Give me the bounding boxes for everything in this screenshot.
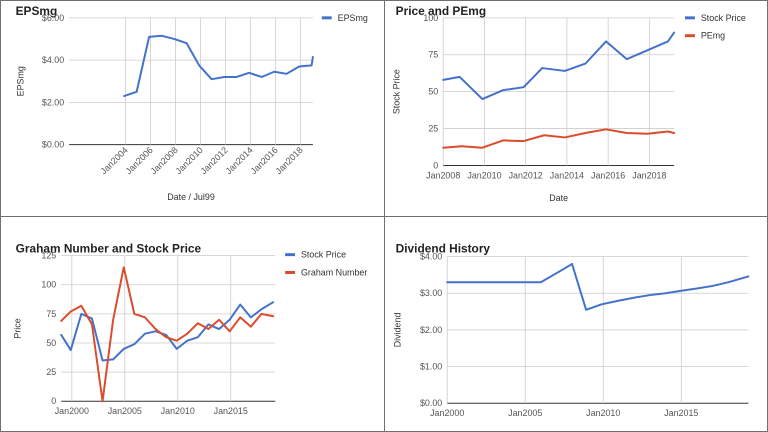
x-tick-label: Jan2000 bbox=[430, 408, 464, 418]
series-line-stock-price bbox=[60, 301, 275, 362]
x-tick-label: Jan2012 bbox=[509, 170, 543, 180]
chart-title: Graham Number and Stock Price bbox=[16, 242, 202, 256]
y-tick-label: 50 bbox=[428, 87, 438, 97]
y-tick-label: $4.00 bbox=[42, 55, 64, 65]
eps-chart-panel: EPSmg $0.00 $2.00 $4.00 $6.00 Jan2004 Jan2006 J… bbox=[0, 0, 386, 218]
x-tick-label: Jan2015 bbox=[664, 408, 698, 418]
y-tick-label: 75 bbox=[46, 309, 56, 319]
x-tick-label: Jan2016 bbox=[591, 170, 625, 180]
y-axis-label: EPSmg bbox=[16, 66, 26, 96]
x-tick-label: Jan2010 bbox=[586, 408, 620, 418]
legend-label: Stock Price bbox=[701, 13, 746, 23]
x-tick-label: Jan2010 bbox=[161, 406, 195, 416]
legend-label: Graham Number bbox=[301, 267, 367, 277]
x-tick-label: Jan2000 bbox=[55, 406, 89, 416]
series-line-stock-price bbox=[442, 31, 676, 101]
x-tick-label: Jan2010 bbox=[467, 170, 501, 180]
x-tick-label: Jan2015 bbox=[214, 406, 248, 416]
y-tick-label: $0.00 bbox=[420, 398, 442, 408]
legend-label: Stock Price bbox=[301, 250, 346, 260]
y-tick-label: $1.00 bbox=[420, 362, 442, 372]
y-axis-label: Stock Price bbox=[392, 69, 402, 114]
chart-title: EPSmg bbox=[16, 4, 58, 18]
y-axis-label: Price bbox=[13, 318, 23, 338]
y-tick-label: 25 bbox=[428, 124, 438, 134]
legend-label: PEmg bbox=[701, 31, 725, 41]
series-line-pemg bbox=[442, 128, 676, 149]
price-pe-chart-panel: Price and PEmg 0 25 50 75 100 Jan2008 Jan2010 Ja… bbox=[384, 0, 768, 218]
y-tick-label: 0 bbox=[51, 396, 56, 406]
x-tick-label: Jan2005 bbox=[108, 406, 142, 416]
y-tick-label: 100 bbox=[423, 13, 438, 23]
x-tick-label: Jan2018 bbox=[632, 170, 666, 180]
price-pe-chart: Price and PEmg 0 25 50 75 100 Jan2008 Jan2010 Ja… bbox=[392, 4, 746, 203]
y-tick-label: $2.00 bbox=[42, 97, 64, 107]
y-tick-label: 125 bbox=[41, 251, 56, 261]
x-axis-label: Date / Jul99 bbox=[167, 192, 215, 202]
chart-title: Price and PEmg bbox=[396, 4, 486, 18]
y-axis-label: Dividend bbox=[393, 313, 403, 348]
x-tick-label: Jan2005 bbox=[508, 408, 542, 418]
x-tick-label: Jan2018 bbox=[274, 145, 305, 176]
y-tick-label: 50 bbox=[46, 338, 56, 348]
legend-label: EPSmg bbox=[338, 13, 368, 23]
x-tick-label: Jan2008 bbox=[426, 170, 460, 180]
y-tick-label: $6.00 bbox=[42, 13, 64, 23]
eps-chart: EPSmg$0.00$2.00$4.00$6.00Jan2004Jan2006J… bbox=[16, 4, 368, 202]
y-tick-label: 0 bbox=[433, 160, 438, 170]
dividend-chart-panel: Dividend History $0.00 $1.00 $2.00 $3.00 $4.0… bbox=[384, 216, 768, 432]
chart-title: Dividend History bbox=[396, 242, 491, 256]
y-tick-label: 25 bbox=[46, 367, 56, 377]
y-tick-label: 100 bbox=[41, 280, 56, 290]
y-tick-label: $2.00 bbox=[420, 325, 442, 335]
series-line-epsmg bbox=[123, 34, 314, 98]
x-tick-label: Jan2014 bbox=[550, 170, 584, 180]
series-line-graham-number bbox=[60, 266, 275, 403]
graham-chart: Graham Number and Stock Price 0 25 50 75 100 1… bbox=[13, 242, 368, 416]
dividend-chart: Dividend History $0.00 $1.00 $2.00 $3.00 $4.0… bbox=[393, 242, 750, 418]
y-tick-label: $0.00 bbox=[42, 140, 64, 150]
x-axis-label: Date bbox=[549, 193, 568, 203]
y-tick-label: 75 bbox=[428, 50, 438, 60]
series-line-dividend bbox=[446, 262, 750, 311]
y-tick-label: $4.00 bbox=[420, 252, 442, 262]
graham-chart-panel: Graham Number and Stock Price 0 25 50 75 100 1… bbox=[0, 216, 386, 432]
y-tick-label: $3.00 bbox=[420, 288, 442, 298]
